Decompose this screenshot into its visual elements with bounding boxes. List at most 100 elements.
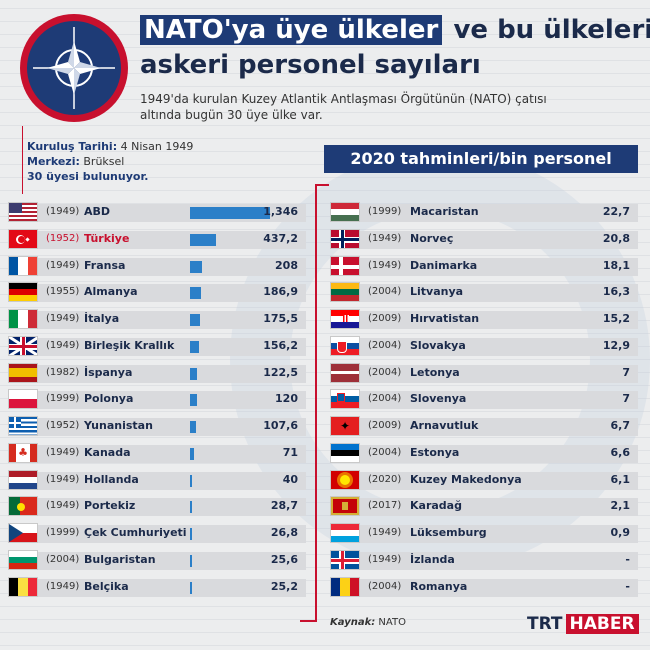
es-flag-icon bbox=[8, 362, 38, 383]
row-stripe bbox=[360, 257, 638, 276]
value-label: 71 bbox=[282, 445, 298, 459]
row-stripe bbox=[38, 391, 306, 410]
row-stripe bbox=[38, 337, 306, 356]
chart-row: (1949) Danimarka 18,1 bbox=[330, 255, 638, 278]
country-name: Yunanistan bbox=[84, 419, 153, 432]
value-bar bbox=[190, 554, 192, 567]
value-label: 156,2 bbox=[263, 338, 298, 352]
row-stripe bbox=[38, 230, 306, 249]
hu-flag-icon bbox=[330, 202, 360, 222]
row-stripe bbox=[38, 284, 306, 303]
country-name: ABD bbox=[84, 205, 111, 218]
country-name: Polonya bbox=[84, 392, 134, 406]
value-bar bbox=[190, 207, 270, 219]
estimate-banner: 2020 tahminleri/bin personel bbox=[324, 145, 638, 173]
value-label: 0,9 bbox=[610, 526, 631, 539]
bg-flag-icon bbox=[8, 549, 38, 570]
us-flag-icon bbox=[8, 202, 38, 222]
value-bar bbox=[190, 367, 198, 380]
source-note: Kaynak: NATO bbox=[330, 617, 406, 628]
hq-label: Merkezi: bbox=[27, 155, 80, 168]
country-name: Macaristan bbox=[410, 205, 479, 218]
row-stripe bbox=[38, 551, 306, 570]
row-stripe bbox=[360, 230, 638, 249]
lu-flag-icon bbox=[330, 523, 360, 543]
country-name: Belçika bbox=[84, 579, 129, 593]
value-bar bbox=[190, 421, 197, 433]
chart-row: ✦ (2009) Arnavutluk 6,7 bbox=[330, 416, 638, 438]
de-flag-icon bbox=[8, 282, 38, 303]
accession-year: (2004) bbox=[368, 580, 402, 592]
country-name: Lüksemburg bbox=[410, 526, 487, 539]
row-stripe bbox=[38, 364, 306, 383]
chart-row: (2004) Slovakya 12,9 bbox=[330, 335, 638, 358]
country-name: Hollanda bbox=[84, 472, 139, 486]
value-label: - bbox=[625, 552, 630, 566]
value-bar bbox=[190, 581, 192, 594]
sk-flag-icon bbox=[330, 335, 360, 356]
value-bar bbox=[190, 394, 198, 407]
chart-row: (2017) Karadağ 2,1 bbox=[330, 496, 638, 518]
row-stripe bbox=[38, 444, 306, 463]
gr-flag-icon bbox=[8, 416, 38, 436]
accession-year: (1999) bbox=[46, 393, 80, 405]
value-label: 6,6 bbox=[610, 445, 631, 459]
pl-flag-icon bbox=[8, 389, 38, 410]
row-stripe bbox=[360, 471, 638, 490]
value-label: 12,9 bbox=[602, 338, 630, 352]
connector-line bbox=[315, 184, 317, 622]
row-stripe bbox=[38, 257, 306, 276]
value-label: 28,7 bbox=[270, 499, 298, 513]
brand-haber: HABER bbox=[565, 614, 639, 634]
value-bar bbox=[190, 474, 193, 487]
me-flag-icon bbox=[330, 496, 360, 517]
chart-row: (2004) Letonya 7 bbox=[330, 362, 638, 385]
nl-flag-icon bbox=[8, 469, 38, 490]
lv-flag-icon bbox=[330, 362, 360, 383]
pt-flag-icon bbox=[8, 496, 38, 517]
value-label: 7 bbox=[622, 392, 630, 406]
country-name: İspanya bbox=[84, 365, 133, 379]
row-stripe bbox=[360, 391, 638, 410]
founded-info: Kuruluş Tarihi: 4 Nisan 1949 bbox=[27, 140, 193, 154]
row-stripe bbox=[360, 284, 638, 303]
accession-year: (1952) bbox=[46, 420, 80, 431]
value-label: 25,2 bbox=[270, 579, 298, 593]
country-name: Almanya bbox=[84, 285, 138, 299]
gb-flag-icon bbox=[8, 335, 38, 356]
accession-year: (2020) bbox=[368, 473, 402, 485]
value-label: 6,1 bbox=[610, 472, 631, 486]
al-flag-icon: ✦ bbox=[330, 416, 360, 436]
page-title-line2: askeri personel sayıları bbox=[140, 50, 481, 80]
country-name: Portekiz bbox=[84, 499, 136, 513]
country-name: Norveç bbox=[410, 231, 454, 245]
hq-info: Merkezi: Brüksel bbox=[27, 155, 124, 169]
accession-year: (1999) bbox=[368, 206, 402, 217]
country-name: Litvanya bbox=[410, 285, 464, 299]
country-name: Arnavutluk bbox=[410, 419, 479, 432]
value-bar bbox=[190, 340, 200, 353]
value-label: 22,7 bbox=[602, 205, 630, 218]
value-label: 122,5 bbox=[263, 365, 298, 379]
accession-year: (1999) bbox=[46, 527, 80, 538]
country-name: Letonya bbox=[410, 365, 460, 379]
value-bar bbox=[190, 233, 216, 246]
chart-row: (2004) Romanya - bbox=[330, 576, 638, 599]
nato-logo bbox=[20, 14, 128, 122]
chart-row: (1955) Almanya 186,9 bbox=[8, 282, 306, 304]
accession-year: (2004) bbox=[368, 446, 402, 458]
accession-year: (2004) bbox=[46, 553, 80, 565]
accession-year: (1949) bbox=[368, 259, 402, 271]
chart-row: (2004) Slovenya 7 bbox=[330, 389, 638, 411]
accession-year: (2009) bbox=[368, 420, 402, 431]
chart-row: (1949) Portekiz 28,7 bbox=[8, 496, 306, 518]
country-name: Danimarka bbox=[410, 258, 478, 272]
source-label: Kaynak: bbox=[330, 617, 376, 628]
row-stripe bbox=[38, 311, 306, 329]
value-label: 107,6 bbox=[263, 419, 298, 432]
value-bar bbox=[190, 501, 192, 514]
accession-year: (1949) bbox=[46, 473, 80, 485]
chart-row: (1949) Lüksemburg 0,9 bbox=[330, 523, 638, 545]
accession-year: (1952) bbox=[46, 232, 80, 244]
accession-year: (1949) bbox=[368, 232, 402, 244]
